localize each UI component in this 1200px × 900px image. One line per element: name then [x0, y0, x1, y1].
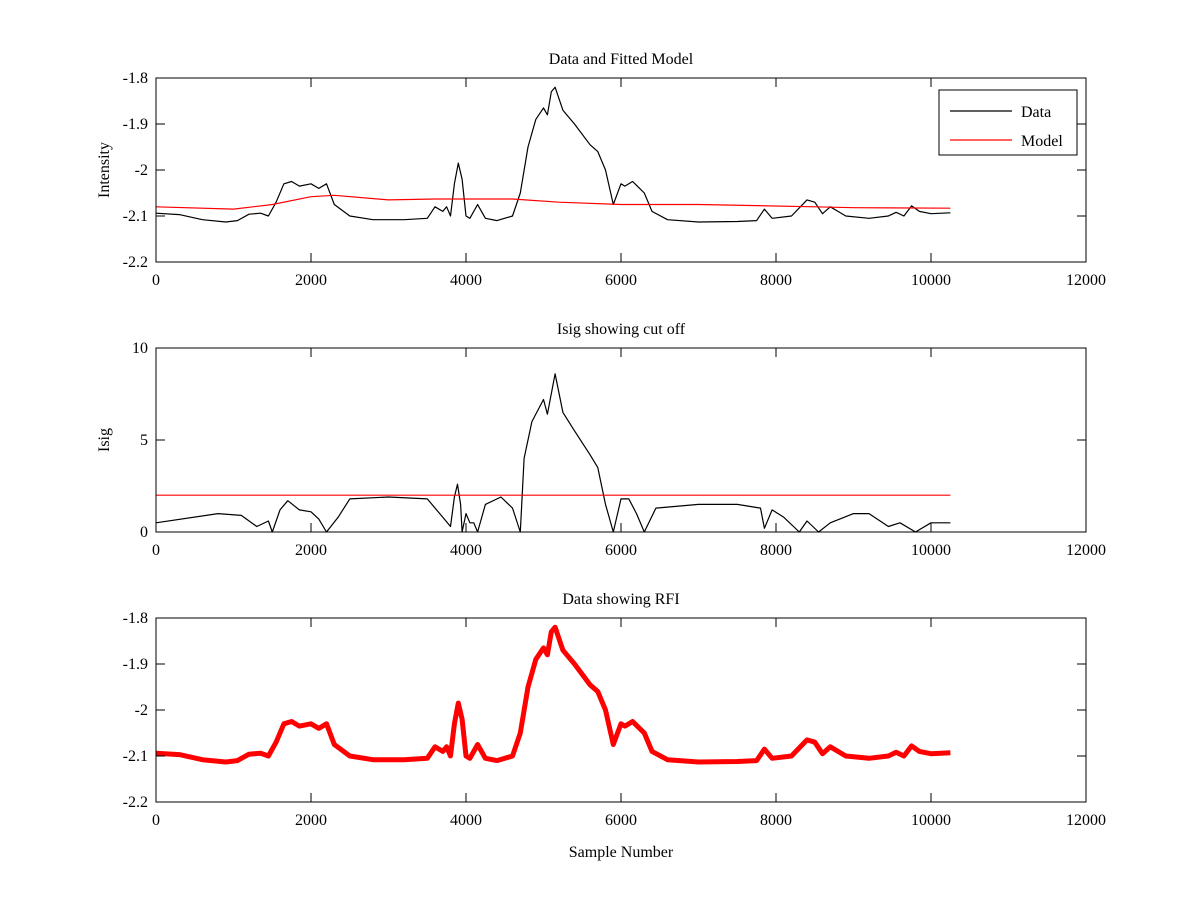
y-tick-label: -1.9 — [123, 116, 148, 133]
y-axis-label: Isig — [96, 428, 113, 452]
legend-box — [938, 89, 1078, 156]
y-tick-label: -1.8 — [123, 610, 148, 627]
chart-title: Data showing RFI — [562, 591, 679, 608]
y-tick-label: -1.8 — [123, 70, 148, 87]
x-tick-label: 8000 — [760, 542, 792, 559]
x-tick-label: 12000 — [1066, 812, 1106, 829]
chart-title: Data and Fitted Model — [549, 51, 694, 68]
y-tick-label: -2 — [135, 162, 148, 179]
y-tick-label: -2.2 — [123, 794, 148, 811]
series-group — [155, 86, 951, 223]
y-tick-label: -1.9 — [123, 656, 148, 673]
y-axis-label: Intensity — [96, 142, 113, 198]
legend-label: Model — [1021, 133, 1063, 150]
x-tick-label: 10000 — [911, 542, 951, 559]
x-tick-label: 0 — [152, 812, 160, 829]
y-tick-label: 5 — [140, 432, 148, 449]
subplot-2: 0 2000 4000 6000 8000 10000 12000 0 5 10 Isig show… — [96, 321, 1106, 559]
plot-area — [156, 618, 1086, 802]
y-tick-label: 0 — [140, 524, 148, 541]
x-tick-label: 2000 — [295, 812, 327, 829]
x-tick-label: 8000 — [760, 812, 792, 829]
x-tick-label: 4000 — [450, 542, 482, 559]
y-tick-label: -2.1 — [123, 748, 148, 765]
legend: Data Model — [938, 89, 1078, 156]
series-line-isig — [155, 373, 951, 533]
y-tick-label: 10 — [132, 340, 148, 357]
x-tick-label: 10000 — [911, 272, 951, 289]
plot-area — [156, 348, 1086, 532]
x-tick-label: 8000 — [760, 272, 792, 289]
series-line-model — [155, 194, 951, 210]
chart-title: Isig showing cut off — [557, 321, 686, 338]
series-line-rfi — [155, 624, 951, 765]
series-line-data — [155, 86, 951, 223]
legend-label: Data — [1021, 104, 1051, 121]
x-tick-label: 10000 — [911, 812, 951, 829]
x-tick-label: 4000 — [450, 272, 482, 289]
x-tick-label: 0 — [152, 272, 160, 289]
series-group — [155, 624, 951, 765]
y-tick-label: -2.1 — [123, 208, 148, 225]
subplot-1: 0 2000 4000 6000 8000 10000 12000 -2.2 -2.1 -2 -1.… — [96, 51, 1106, 289]
x-tick-label: 6000 — [605, 272, 637, 289]
x-tick-label: 12000 — [1066, 272, 1106, 289]
x-tick-label: 12000 — [1066, 542, 1106, 559]
subplot-3: 0 2000 4000 6000 8000 10000 12000 -2.2 -2.1 -2 -1.… — [123, 591, 1106, 861]
plot-area — [156, 78, 1086, 262]
series-group — [155, 373, 951, 533]
x-tick-label: 2000 — [295, 272, 327, 289]
x-tick-label: 2000 — [295, 542, 327, 559]
x-axis-label: Sample Number — [569, 844, 674, 861]
x-tick-label: 6000 — [605, 812, 637, 829]
x-tick-label: 0 — [152, 542, 160, 559]
x-tick-label: 6000 — [605, 542, 637, 559]
y-tick-label: -2 — [135, 702, 148, 719]
x-tick-label: 4000 — [450, 812, 482, 829]
y-tick-label: -2.2 — [123, 254, 148, 271]
